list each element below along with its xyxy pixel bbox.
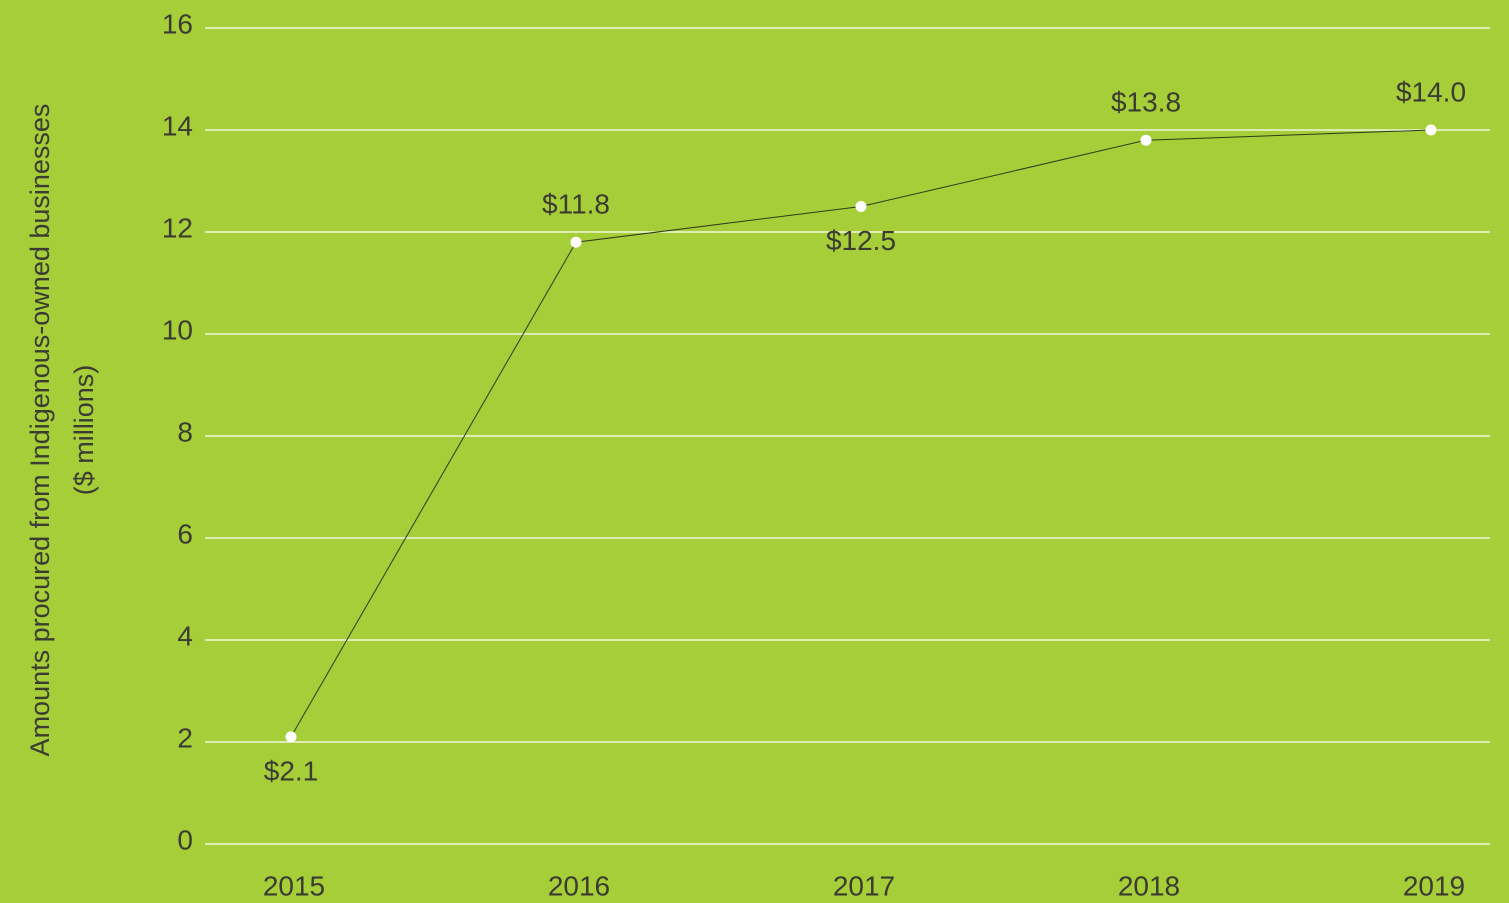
y-axis-title: ($ millions) — [69, 365, 99, 496]
x-tick-label: 2019 — [1403, 870, 1465, 901]
data-label: $12.5 — [826, 225, 896, 256]
x-tick-label: 2015 — [263, 870, 325, 901]
data-point — [1425, 124, 1437, 136]
y-tick-label: 14 — [162, 110, 193, 141]
data-point — [570, 236, 582, 248]
data-point — [1140, 134, 1152, 146]
y-tick-label: 2 — [177, 722, 193, 753]
x-tick-label: 2018 — [1118, 870, 1180, 901]
data-label: $14.0 — [1396, 76, 1466, 107]
y-tick-label: 10 — [162, 314, 193, 345]
y-tick-label: 8 — [177, 416, 193, 447]
y-tick-label: 6 — [177, 518, 193, 549]
data-point — [285, 731, 297, 743]
data-label: $11.8 — [542, 189, 610, 220]
data-label: $2.1 — [264, 755, 319, 786]
x-tick-label: 2016 — [548, 870, 610, 901]
x-tick-label: 2017 — [833, 870, 895, 901]
data-point — [855, 201, 867, 212]
y-tick-label: 12 — [162, 212, 193, 243]
y-tick-label: 16 — [162, 8, 193, 39]
y-axis-title: Amounts procured from Indigenous-owned b… — [25, 104, 55, 757]
data-label: $13.8 — [1111, 87, 1181, 118]
y-tick-label: 0 — [177, 824, 193, 855]
y-tick-label: 4 — [177, 620, 193, 651]
